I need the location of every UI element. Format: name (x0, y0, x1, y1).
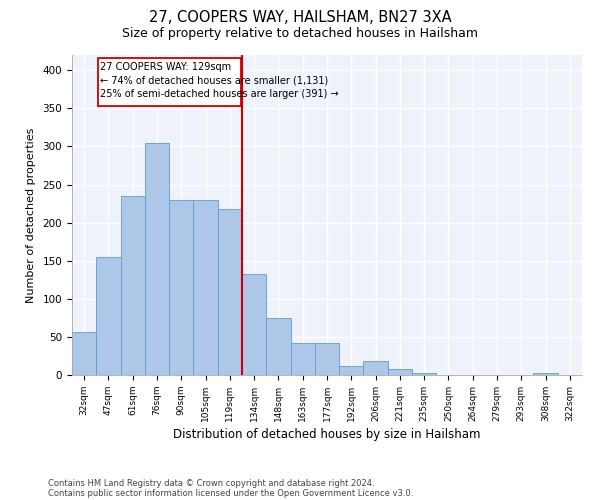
Text: ← 74% of detached houses are smaller (1,131): ← 74% of detached houses are smaller (1,… (100, 76, 329, 86)
Bar (290, 343, 315, 375)
X-axis label: Distribution of detached houses by size in Hailsham: Distribution of detached houses by size … (173, 428, 481, 441)
Text: Size of property relative to detached houses in Hailsham: Size of property relative to detached ho… (122, 28, 478, 40)
Text: 27 COOPERS WAY: 129sqm: 27 COOPERS WAY: 129sqm (100, 62, 232, 72)
Bar (339, 366, 364, 375)
Bar (364, 360, 388, 375)
Y-axis label: Number of detached properties: Number of detached properties (26, 128, 35, 302)
Text: Contains HM Land Registry data © Crown copyright and database right 2024.: Contains HM Land Registry data © Crown c… (48, 478, 374, 488)
Bar (145, 142, 169, 375)
Text: 27, COOPERS WAY, HAILSHAM, BN27 3XA: 27, COOPERS WAY, HAILSHAM, BN27 3XA (149, 10, 451, 25)
Bar (72, 332, 96, 375)
Bar (96, 257, 121, 375)
Bar (121, 196, 145, 375)
Bar (169, 200, 193, 375)
Bar (533, 372, 558, 375)
Bar (218, 209, 242, 375)
Text: Contains public sector information licensed under the Open Government Licence v3: Contains public sector information licen… (48, 488, 413, 498)
Bar (412, 372, 436, 375)
Bar (388, 369, 412, 375)
Bar (97, 58, 241, 106)
Bar (242, 274, 266, 375)
Bar (193, 200, 218, 375)
Bar (315, 343, 339, 375)
Bar (266, 318, 290, 375)
Text: 25% of semi-detached houses are larger (391) →: 25% of semi-detached houses are larger (… (100, 90, 339, 100)
